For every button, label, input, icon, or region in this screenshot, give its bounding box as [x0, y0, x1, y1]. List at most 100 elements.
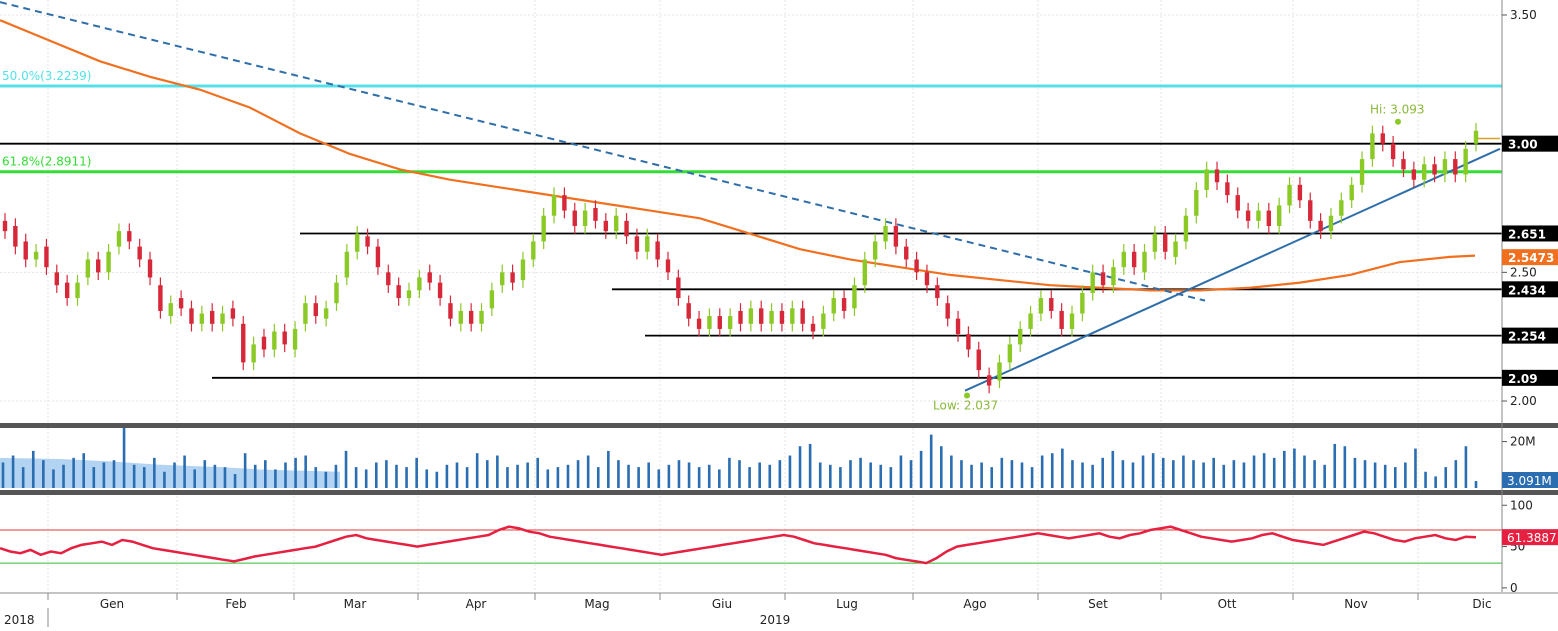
volume-bar[interactable]: [1474, 481, 1478, 488]
volume-bar[interactable]: [203, 460, 207, 488]
candle[interactable]: [500, 264, 505, 293]
volume-bar[interactable]: [919, 450, 923, 488]
candle[interactable]: [137, 238, 142, 268]
volume-bar[interactable]: [849, 460, 852, 488]
volume-bar[interactable]: [1303, 455, 1306, 488]
candle[interactable]: [1111, 259, 1116, 293]
candle[interactable]: [23, 233, 28, 268]
candle[interactable]: [355, 226, 360, 260]
candle[interactable]: [1235, 187, 1240, 219]
candle[interactable]: [209, 303, 215, 332]
rsi-line[interactable]: [0, 525, 1477, 565]
volume-bar[interactable]: [556, 467, 560, 488]
volume-bar[interactable]: [82, 453, 86, 488]
volume-bar[interactable]: [980, 462, 983, 488]
candle[interactable]: [1297, 177, 1303, 208]
volume-bar[interactable]: [304, 455, 307, 488]
volume-bar[interactable]: [496, 455, 499, 488]
volume-bar[interactable]: [929, 434, 933, 488]
candle[interactable]: [448, 295, 453, 327]
candle[interactable]: [800, 300, 805, 332]
candle[interactable]: [1453, 151, 1458, 183]
candle[interactable]: [106, 244, 111, 281]
volume-bar[interactable]: [677, 460, 681, 488]
volume-bar[interactable]: [253, 464, 257, 488]
volume-bar[interactable]: [374, 462, 378, 488]
volume-bar[interactable]: [1242, 462, 1246, 488]
volume-bar[interactable]: [1454, 460, 1458, 488]
candle[interactable]: [1214, 161, 1220, 190]
volume-bar[interactable]: [1, 462, 5, 488]
volume-bar[interactable]: [102, 462, 106, 488]
volume-bar[interactable]: [1020, 462, 1024, 488]
volume-bar[interactable]: [1434, 476, 1437, 488]
volume-bar[interactable]: [596, 467, 600, 488]
candle[interactable]: [924, 264, 930, 293]
candle[interactable]: [582, 202, 588, 234]
candle[interactable]: [127, 223, 132, 250]
volume-bar[interactable]: [960, 460, 963, 488]
candle[interactable]: [893, 218, 899, 255]
candle[interactable]: [189, 300, 194, 332]
volume-bar[interactable]: [970, 464, 973, 488]
candle[interactable]: [603, 213, 609, 239]
volume-bar[interactable]: [1071, 460, 1074, 488]
volume-bar[interactable]: [1444, 467, 1448, 488]
volume-bar[interactable]: [42, 460, 45, 488]
volume-bar[interactable]: [1010, 460, 1014, 488]
candle[interactable]: [1059, 303, 1064, 337]
candle[interactable]: [862, 251, 868, 293]
candle[interactable]: [1422, 156, 1427, 188]
volume-bar[interactable]: [1192, 460, 1195, 488]
candle[interactable]: [272, 323, 277, 358]
volume-bar[interactable]: [324, 471, 328, 488]
candle[interactable]: [468, 303, 474, 332]
candle[interactable]: [334, 274, 339, 311]
candle[interactable]: [904, 238, 909, 268]
volume-bar[interactable]: [395, 464, 398, 488]
candle[interactable]: [479, 303, 484, 332]
candle[interactable]: [147, 251, 153, 286]
volume-bar[interactable]: [768, 464, 772, 488]
volume-bar[interactable]: [1202, 462, 1205, 488]
volume-bar[interactable]: [536, 457, 540, 488]
candle[interactable]: [1256, 202, 1261, 229]
volume-bar[interactable]: [738, 460, 741, 488]
volume-bar[interactable]: [465, 467, 469, 488]
volume-bar[interactable]: [1172, 460, 1175, 488]
candle[interactable]: [562, 187, 567, 219]
candle[interactable]: [551, 187, 557, 224]
volume-bar[interactable]: [647, 462, 650, 488]
candle[interactable]: [282, 323, 287, 353]
volume-bar[interactable]: [132, 464, 136, 488]
volume-bar[interactable]: [728, 457, 731, 488]
candle[interactable]: [1017, 321, 1023, 353]
candle[interactable]: [655, 233, 660, 268]
candle[interactable]: [624, 213, 629, 245]
candle[interactable]: [13, 218, 18, 255]
volume-bar[interactable]: [869, 462, 872, 488]
candle[interactable]: [230, 300, 236, 327]
volume-bar[interactable]: [223, 467, 227, 488]
volume-bar[interactable]: [445, 464, 449, 488]
candle[interactable]: [1473, 123, 1479, 152]
candle[interactable]: [831, 290, 836, 322]
volume-bar[interactable]: [264, 460, 267, 488]
volume-bar[interactable]: [1081, 462, 1084, 488]
candle[interactable]: [986, 367, 992, 394]
candle[interactable]: [1069, 305, 1075, 337]
volume-bar[interactable]: [667, 464, 671, 488]
volume-bar[interactable]: [294, 457, 297, 488]
candle[interactable]: [1266, 202, 1272, 234]
volume-bar[interactable]: [1111, 450, 1115, 488]
candle[interactable]: [738, 303, 743, 332]
volume-bar[interactable]: [1182, 455, 1185, 488]
volume-bar[interactable]: [1101, 457, 1105, 488]
candle[interactable]: [759, 300, 764, 332]
volume-bar[interactable]: [1343, 446, 1347, 488]
volume-bar[interactable]: [1293, 448, 1296, 488]
volume-bar[interactable]: [798, 446, 802, 488]
candle[interactable]: [1359, 151, 1365, 193]
candle[interactable]: [676, 269, 681, 306]
volume-bar[interactable]: [344, 450, 348, 488]
